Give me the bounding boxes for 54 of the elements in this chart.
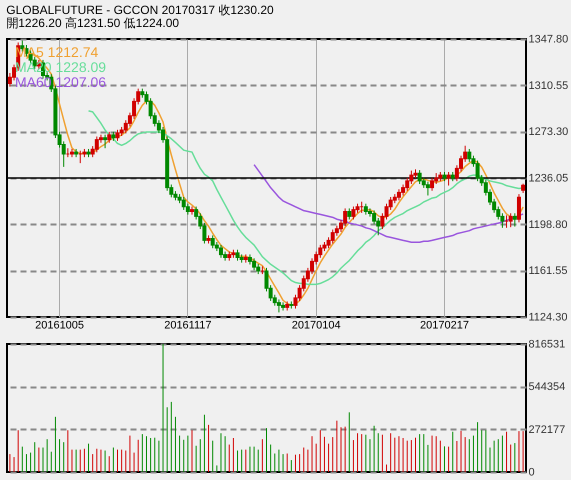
candlestick bbox=[347, 208, 352, 220]
candlestick bbox=[252, 258, 256, 271]
candlestick bbox=[103, 134, 108, 149]
candlestick bbox=[330, 229, 335, 244]
candlestick bbox=[94, 136, 99, 153]
candlestick bbox=[430, 177, 434, 192]
chart-subtitle: 開1226.20 高1231.50 低1224.00 bbox=[6, 16, 180, 30]
candlestick bbox=[236, 249, 240, 262]
candlestick bbox=[276, 298, 281, 313]
y-tick-label: 816531 bbox=[528, 338, 566, 350]
y-tick-label: 1124.30 bbox=[528, 312, 568, 324]
candlestick bbox=[508, 212, 513, 228]
candlestick bbox=[516, 194, 521, 223]
candlestick bbox=[186, 203, 190, 216]
candlestick bbox=[318, 244, 322, 258]
candlestick bbox=[442, 171, 446, 182]
y-tick-label: 1273.30 bbox=[528, 126, 568, 138]
candlestick bbox=[210, 234, 215, 249]
y-tick-label: 544354 bbox=[528, 381, 566, 394]
candlestick bbox=[512, 212, 517, 228]
x-tick-label: 20170217 bbox=[420, 320, 469, 332]
chart-title: GLOBALFUTURE - GCCON 20170317 收1230.20 bbox=[6, 3, 274, 17]
candlestick bbox=[405, 177, 410, 192]
candlestick bbox=[438, 171, 442, 182]
candlestick bbox=[111, 131, 116, 142]
candlestick bbox=[450, 171, 455, 182]
candlestick bbox=[364, 203, 368, 216]
candlestick bbox=[285, 300, 290, 312]
candlestick bbox=[467, 148, 472, 162]
candlestick bbox=[218, 244, 223, 258]
x-tick-label: 20161005 bbox=[35, 320, 84, 332]
x-tick-label: 20161117 bbox=[164, 320, 212, 332]
candlestick bbox=[409, 170, 414, 185]
candlestick bbox=[521, 183, 526, 194]
candlestick bbox=[396, 188, 401, 201]
candlestick bbox=[418, 170, 422, 185]
y-tick-label: 1198.80 bbox=[528, 218, 568, 231]
candlestick bbox=[120, 126, 124, 137]
x-tick-label: 20170104 bbox=[292, 320, 341, 332]
candlestick bbox=[351, 206, 356, 220]
y-tick-label: 1310.55 bbox=[528, 80, 568, 92]
y-tick-label: 1236.05 bbox=[528, 172, 568, 184]
candlestick bbox=[116, 129, 120, 142]
candlestick bbox=[446, 171, 451, 186]
line-series bbox=[253, 164, 524, 243]
y-tick-label: 0 bbox=[528, 466, 535, 478]
candlestick bbox=[182, 196, 186, 210]
y-tick-label: 272177 bbox=[528, 424, 566, 436]
candlestick bbox=[107, 131, 112, 144]
y-tick-label: 1347.80 bbox=[528, 34, 568, 46]
candlestick bbox=[392, 194, 397, 204]
y-tick-label: 1161.55 bbox=[528, 265, 568, 278]
candlestick bbox=[227, 251, 232, 262]
candlestick bbox=[426, 181, 430, 196]
